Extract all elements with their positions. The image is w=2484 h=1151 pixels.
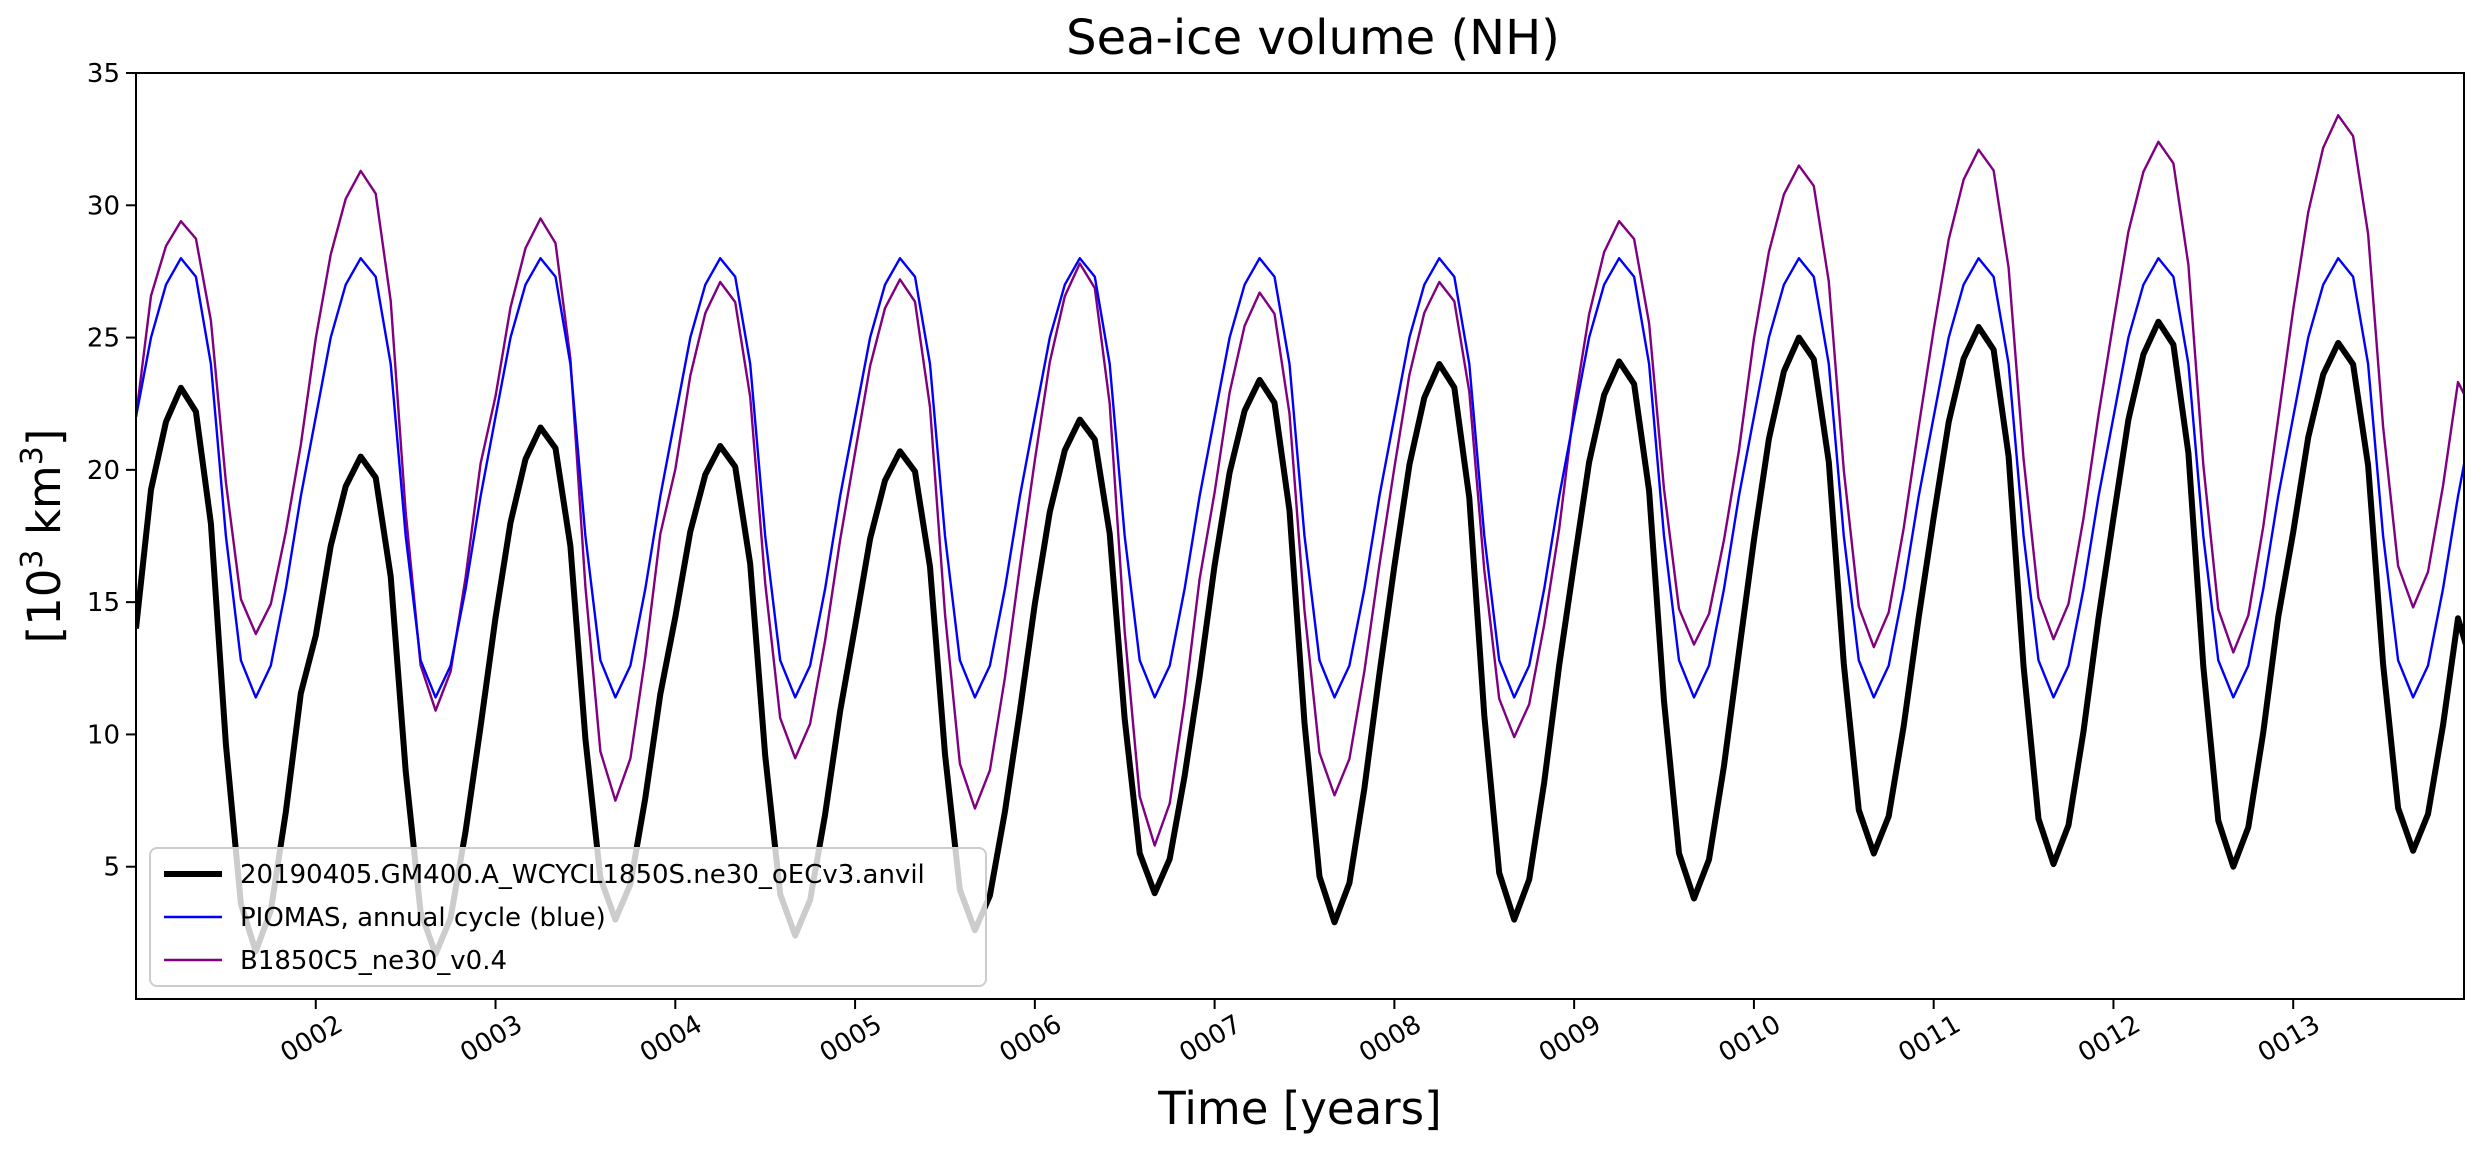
y-tick-label: 25: [87, 324, 120, 354]
chart-title: Sea-ice volume (NH): [1066, 10, 1560, 66]
y-axis-label: [103 km3]: [15, 429, 71, 644]
y-axis-label-prefix: [10: [18, 569, 71, 644]
series-line-piomas: [136, 257, 2464, 699]
y-tick-label: 35: [87, 59, 120, 89]
y-tick-label: 5: [103, 853, 120, 883]
legend-label-piomas: PIOMAS, annual cycle (blue): [240, 903, 606, 933]
y-axis-label-sup1: 3: [15, 549, 50, 568]
y-tick-label: 10: [87, 720, 120, 750]
axes-frame: [135, 72, 2465, 1000]
y-tick-label: 30: [87, 191, 120, 221]
x-axis-label: Time [years]: [1157, 1082, 1441, 1135]
y-tick-label: 15: [87, 588, 120, 618]
legend-label-model-anvil: 20190405.GM400.A_WCYCL1850S.ne30_oECv3.a…: [240, 860, 925, 890]
y-tick-label: 20: [87, 456, 120, 486]
series-line-model-anvil: [136, 318, 2464, 957]
legend-label-b1850c5: B1850C5_ne30_v0.4: [240, 946, 507, 976]
y-axis-label-mid: km: [18, 465, 71, 549]
series-line-b1850c5: [136, 114, 2464, 847]
y-axis-label-suffix: ]: [18, 429, 71, 447]
y-axis-label-sup2: 3: [15, 446, 50, 465]
legend: 20190405.GM400.A_WCYCL1850S.ne30_oECv3.a…: [149, 847, 987, 987]
legend-box: [149, 847, 987, 987]
